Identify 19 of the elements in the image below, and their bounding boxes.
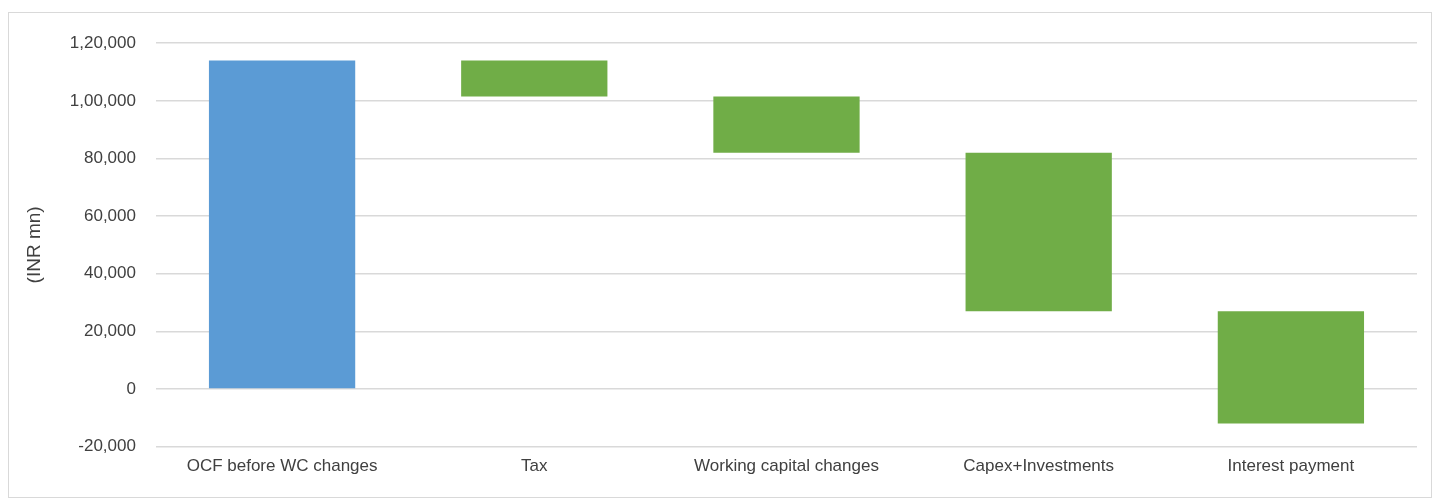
y-tick-label: 20,000 bbox=[83, 321, 136, 341]
y-tick-label: 40,000 bbox=[83, 263, 136, 283]
bar bbox=[965, 152, 1112, 312]
x-tick-label: OCF before WC changes bbox=[186, 456, 378, 476]
x-tick-label: Interest payment bbox=[1227, 456, 1355, 476]
bar bbox=[461, 60, 608, 97]
y-tick-label: -20,000 bbox=[78, 436, 136, 456]
bar bbox=[208, 60, 356, 389]
bar bbox=[713, 96, 860, 153]
x-tick-label: Working capital changes bbox=[694, 456, 879, 476]
bar bbox=[1217, 311, 1365, 424]
y-tick-label: 80,000 bbox=[83, 148, 136, 168]
y-tick-label: 0 bbox=[126, 378, 136, 398]
y-axis-title: (INR mn) bbox=[22, 206, 44, 284]
y-tick-label: 1,00,000 bbox=[69, 90, 136, 110]
y-tick-label: 1,20,000 bbox=[69, 32, 136, 52]
y-tick-label: 60,000 bbox=[83, 205, 136, 225]
x-tick-label: Capex+Investments bbox=[963, 456, 1115, 476]
x-tick-label: Tax bbox=[521, 456, 548, 476]
